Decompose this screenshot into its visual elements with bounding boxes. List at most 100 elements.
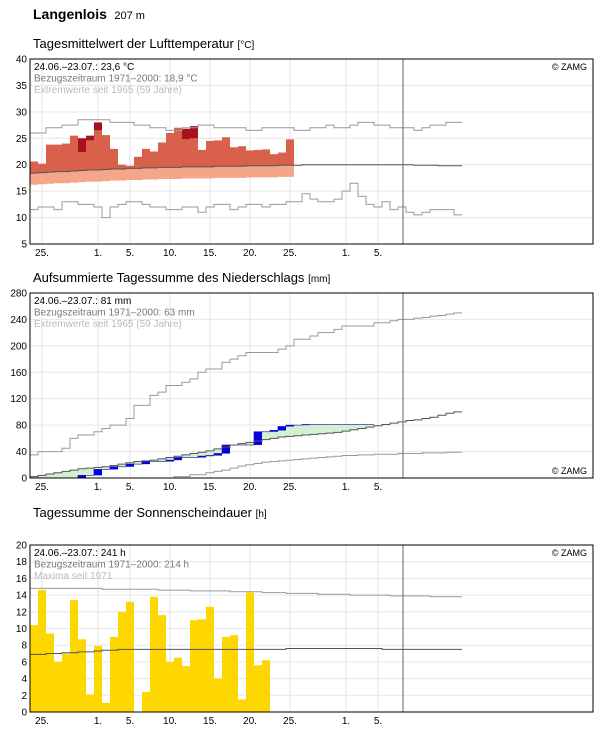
sunshine-bar: [30, 625, 38, 712]
temperature-bar: [214, 140, 222, 167]
temperature-bar: [182, 139, 190, 167]
sunshine-bar: [238, 699, 246, 712]
sunshine-annotation: 24.06.–23.07.: 241 h: [34, 548, 126, 559]
precipitation-ytick-label: 280: [10, 289, 27, 300]
temperature-bar: [142, 148, 150, 168]
temperature-bar: [38, 163, 46, 173]
temperature-extreme-min-line: [30, 182, 462, 219]
sunshine-ytick-label: 4: [21, 674, 27, 685]
temperature-title-text: Tagesmittelwert der Lufttemperatur: [33, 36, 234, 51]
temperature-below-band: [110, 168, 118, 181]
sunshine-xtick-label: 25.: [35, 716, 49, 727]
temperature-below-band: [62, 171, 70, 184]
temperature-bar: [102, 135, 110, 170]
sunshine-ytick-label: 2: [21, 691, 27, 702]
temperature-below-band: [118, 168, 126, 181]
precipitation-copyright: © ZAMG: [552, 466, 587, 476]
precipitation-daily-bar: [94, 469, 102, 476]
temperature-below-band: [86, 170, 94, 182]
temperature-below-band: [262, 165, 270, 178]
temperature-ytick-label: 15: [16, 187, 28, 198]
precipitation-daily-bar: [254, 431, 262, 445]
temperature-bar: [262, 149, 270, 166]
sunshine-ytick-label: 6: [21, 657, 27, 668]
temperature-frame: [29, 58, 594, 245]
temperature-below-band: [102, 169, 110, 182]
sunshine-maximum-line: [30, 587, 462, 598]
precipitation-daily-bar: [278, 426, 286, 431]
temperature-below-band: [182, 166, 190, 179]
temperature-unit: [°C]: [237, 40, 255, 51]
temperature-below-band: [30, 173, 38, 185]
sunshine-bar: [222, 636, 230, 712]
precipitation-ytick-label: 0: [21, 474, 27, 485]
temperature-ytick-label: 30: [16, 107, 28, 118]
temperature-bar: [78, 152, 86, 171]
precipitation-daily-bar: [198, 456, 206, 458]
temperature-ytick-label: 10: [16, 213, 28, 224]
temperature-below-band: [214, 166, 222, 178]
temperature-xtick-label: 1.: [342, 248, 350, 259]
temperature-bar: [238, 146, 246, 167]
temperature-xtick-label: 5.: [126, 248, 134, 259]
sunshine-bar: [174, 657, 182, 712]
sunshine-bar: [158, 615, 166, 712]
temperature-below-band: [158, 167, 166, 179]
sunshine-ytick-label: 18: [16, 557, 28, 568]
sunshine-bar: [150, 596, 158, 712]
precipitation-xtick-label: 1.: [342, 482, 350, 493]
sunshine-bar: [118, 611, 126, 712]
sunshine-title-text: Tagessumme der Sonnenscheindauer: [33, 505, 252, 520]
temperature-below-band: [142, 167, 150, 180]
precipitation-ytick-label: 200: [10, 341, 27, 352]
precipitation-xtick-label: 10.: [163, 482, 177, 493]
sunshine-bar: [254, 665, 262, 712]
temperature-bar: [190, 138, 198, 167]
sunshine-bar: [262, 660, 270, 712]
temperature-chart-title: Tagesmittelwert der Lufttemperatur [°C]: [33, 36, 254, 51]
temperature-below-band: [94, 170, 102, 182]
precipitation-extreme-max-line: [30, 312, 462, 456]
sunshine-bar: [110, 636, 118, 712]
precipitation-xtick-label: 1.: [94, 482, 102, 493]
temperature-below-band: [230, 166, 238, 178]
temperature-below-band: [38, 172, 46, 185]
sunshine-reference-line: [30, 648, 462, 655]
sunshine-bar: [214, 678, 222, 712]
sunshine-ytick-label: 14: [16, 591, 28, 602]
sunshine-bar: [78, 639, 86, 712]
precipitation-annotation: Extremwerte seit 1965 (59 Jahre): [34, 319, 182, 330]
temperature-xtick-label: 1.: [94, 248, 102, 259]
precipitation-daily-bar: [110, 466, 118, 470]
precipitation-daily-bar: [206, 455, 214, 457]
temperature-below-band: [134, 168, 142, 181]
precipitation-difference-fill: [30, 424, 374, 478]
temperature-below-band: [54, 171, 62, 184]
sunshine-ytick-label: 16: [16, 574, 28, 585]
temperature-record-bar: [190, 126, 198, 139]
temperature-below-band: [278, 165, 286, 177]
temperature-reference-line: [30, 164, 462, 174]
temperature-bar: [222, 137, 230, 167]
temperature-bar: [158, 142, 166, 168]
sunshine-xtick-label: 10.: [163, 716, 177, 727]
temperature-below-band: [166, 167, 174, 179]
temperature-bar: [30, 161, 38, 174]
sunshine-unit: [h]: [255, 509, 267, 520]
sunshine-bar: [190, 620, 198, 712]
precipitation-annotation: 24.06.–23.07.: 81 mm: [34, 296, 131, 307]
temperature-bar: [70, 135, 78, 172]
sunshine-ytick-label: 0: [21, 708, 27, 719]
precipitation-xtick-label: 25.: [35, 482, 49, 493]
temperature-ytick-label: 5: [21, 240, 27, 251]
temperature-record-bar: [86, 135, 94, 141]
precipitation-daily-bar: [126, 464, 134, 467]
temperature-bar: [174, 127, 182, 168]
temperature-bar: [150, 151, 158, 168]
sunshine-xtick-label: 1.: [94, 716, 102, 727]
temperature-bar: [62, 143, 70, 172]
sunshine-xtick-label: 15.: [203, 716, 217, 727]
sunshine-chart-title: Tagessumme der Sonnenscheindauer [h]: [33, 505, 267, 520]
sunshine-ytick-label: 10: [16, 624, 28, 635]
